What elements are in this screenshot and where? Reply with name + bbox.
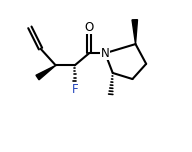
Text: F: F: [71, 83, 78, 96]
Text: O: O: [84, 21, 94, 34]
Text: N: N: [101, 47, 109, 60]
Polygon shape: [132, 20, 137, 44]
Polygon shape: [36, 65, 56, 80]
